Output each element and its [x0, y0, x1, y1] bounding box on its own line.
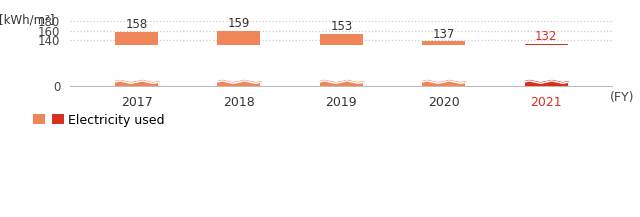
Text: [kWh/m²]: [kWh/m²] — [0, 13, 55, 26]
Bar — [525, 44, 568, 45]
Bar — [115, 32, 158, 45]
Legend: , Electricity used: , Electricity used — [33, 113, 164, 127]
Text: (FY): (FY) — [610, 91, 634, 104]
Text: 132: 132 — [535, 30, 557, 43]
Text: 159: 159 — [228, 17, 250, 30]
Bar — [218, 81, 260, 86]
Bar — [422, 41, 465, 45]
Text: 158: 158 — [125, 18, 148, 31]
Text: 137: 137 — [433, 28, 455, 41]
Bar — [525, 81, 568, 86]
Bar — [115, 81, 158, 86]
Bar — [422, 81, 465, 86]
Text: 153: 153 — [330, 20, 353, 33]
Bar — [320, 81, 363, 86]
Bar — [320, 34, 363, 45]
Bar — [218, 31, 260, 45]
